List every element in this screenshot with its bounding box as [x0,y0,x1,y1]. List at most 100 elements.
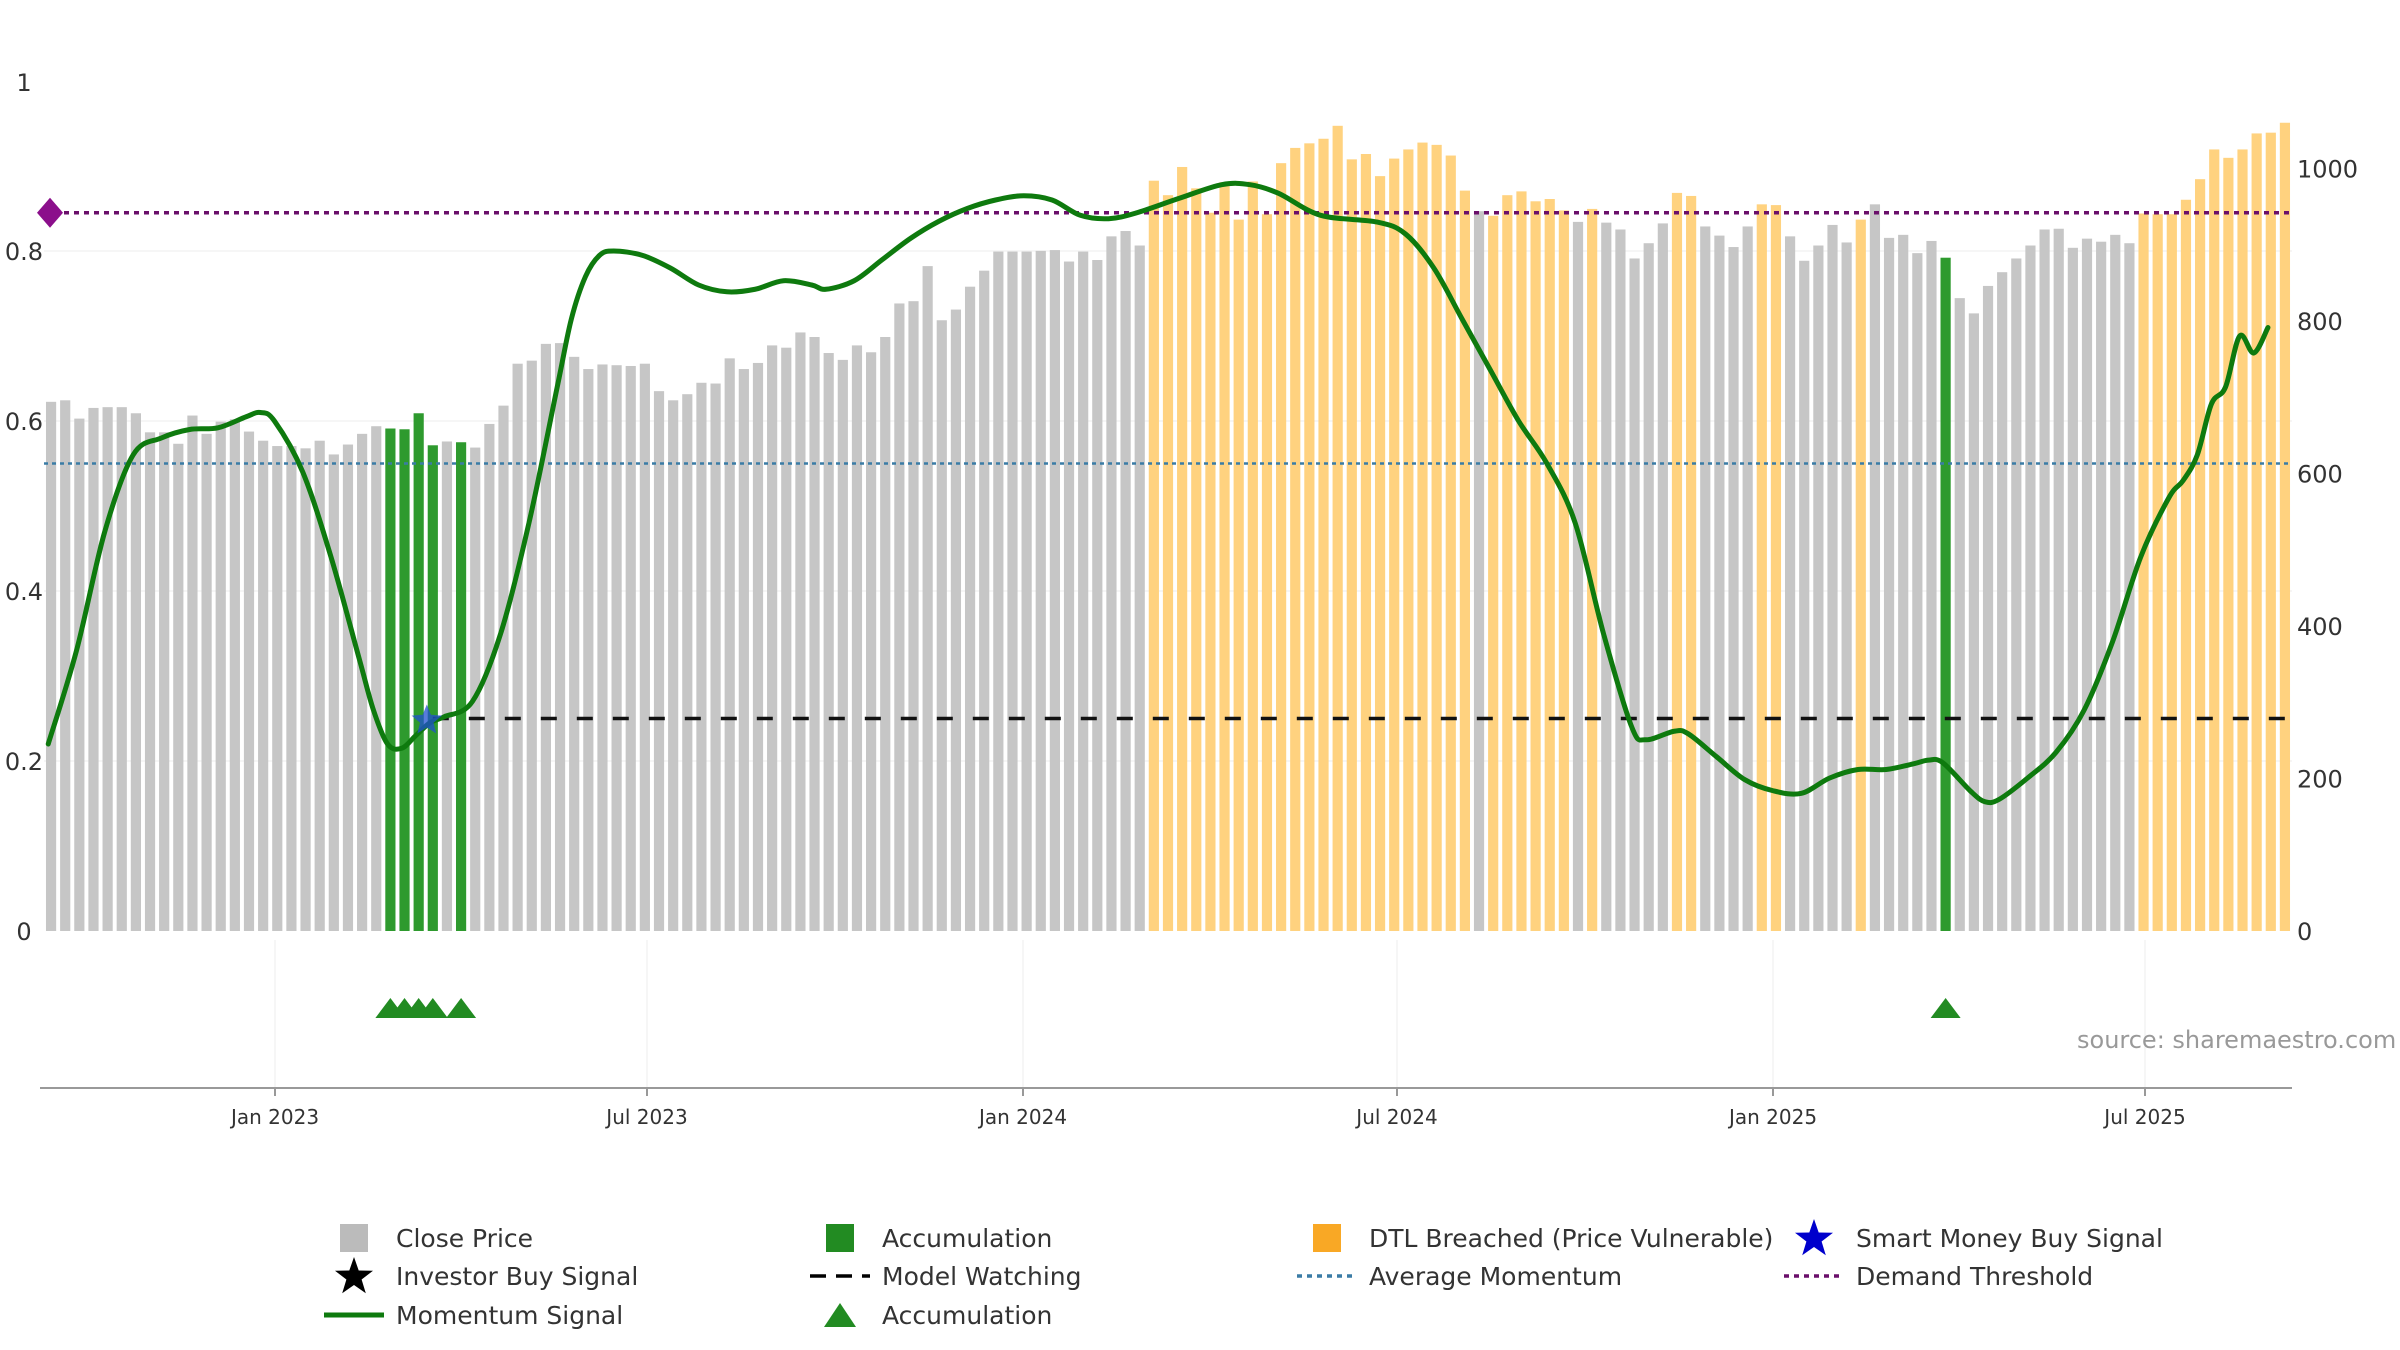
bar-price [866,352,877,931]
bar-price [1912,253,1923,931]
axes-group: 0 0.2 0.4 0.6 0.8 1 0 200 400 600 800 1000 Jan 2023 J… [5,69,2358,1129]
bar-price [1643,243,1654,932]
markers-group [375,704,1961,1018]
bar-price [1742,226,1753,931]
bar-price [1473,211,1485,931]
bar-dtl [1219,182,1230,932]
bar-dtl [1855,219,1866,931]
legend-item: Momentum Signal [324,1301,623,1330]
left-axis-tick-label: 0.6 [5,408,43,436]
bar-price [314,440,325,931]
bar-price [1898,234,1909,931]
bar-dtl [1162,195,1174,931]
bar-price [258,440,269,931]
bar-dtl [1431,144,1442,932]
legend-swatch-square [1313,1224,1341,1252]
bar-price [809,337,820,931]
legend-label: Accumulation [882,1301,1052,1330]
bar-price [1799,260,1810,931]
left-axis-tick-label: 0 [16,918,31,946]
bar-dtl [2265,132,2276,932]
legend-item: Smart Money Buy Signal [1795,1219,2163,1256]
bar-price [173,443,184,931]
bar-price [60,400,71,931]
legend-label: Smart Money Buy Signal [1856,1224,2163,1253]
bar-dtl [1530,201,1541,932]
bar-price [1120,231,1131,931]
demand-threshold-marker [37,197,63,228]
bars-group [45,122,2291,932]
bar-dtl [1304,143,1315,931]
bar-price [1827,224,1838,932]
bar-price [2096,241,2107,931]
bar-dtl [1671,192,1683,931]
bar-price [781,347,792,931]
bar-price [74,418,85,932]
bar-price [1982,285,1994,931]
bar-price [342,444,354,931]
bar-price [668,400,679,931]
bar-price [851,345,863,931]
legend-swatch-star [1795,1219,1833,1256]
legend-label: Investor Buy Signal [396,1262,638,1291]
x-axis-tick-label: Jul 2024 [1354,1105,1437,1129]
bar-accum [427,445,438,931]
bar-price [526,360,537,931]
bar-price [540,343,552,931]
bar-price [2081,238,2093,931]
bar-price [116,407,127,932]
bar-price [837,359,848,931]
bar-price [554,343,566,931]
bar-price [1997,272,2008,931]
bar-price [2025,245,2036,931]
bar-price [1657,223,1668,931]
bar-price [1968,313,1979,931]
bar-price [45,401,57,931]
bar-dtl [2209,149,2220,931]
bar-price [144,432,156,931]
bar-dtl [1587,208,1598,932]
legend-item: Accumulation [826,1224,1052,1253]
bar-price [1049,250,1060,931]
bar-dtl [1770,205,1782,932]
x-axis-tick-label: Jul 2025 [2102,1105,2185,1129]
bar-price [993,251,1004,932]
legend-label: Accumulation [882,1224,1052,1253]
bar-dtl [1191,188,1202,931]
bar-price [696,382,707,931]
bar-price [1063,261,1075,931]
bar-dtl [2138,213,2149,932]
legend-label: Average Momentum [1369,1262,1622,1291]
legend-label: Close Price [396,1224,533,1253]
right-axis-tick-label: 600 [2297,461,2343,489]
bar-price [1629,258,1640,932]
bar-price [215,421,226,931]
bar-dtl [1445,155,1456,932]
bar-dtl [1686,195,1697,931]
bar-dtl [1417,142,1428,931]
x-axis-tick-label: Jan 2023 [229,1105,319,1129]
legend-item: Investor Buy Signal [335,1257,638,1294]
bar-price [286,446,297,931]
bar-price [922,266,933,932]
bar-dtl [2152,214,2163,931]
bar-price [1021,251,1032,932]
bar-dtl [1290,147,1301,932]
legend-label: Model Watching [882,1262,1082,1291]
bar-accum [413,413,424,931]
bar-price [201,433,212,931]
bar-accum [385,428,396,931]
bar-dtl [1318,138,1329,931]
legend-label: DTL Breached (Price Vulnerable) [1369,1224,1773,1253]
left-axis-tick-label: 0.2 [5,748,43,776]
bar-dtl [2180,199,2192,931]
bar-dtl [1360,154,1372,931]
bar-dtl [2166,214,2177,931]
bar-price [1092,260,1103,931]
bar-price [229,419,240,931]
bar-price [908,301,919,931]
x-axis-tick-label: Jan 2025 [1727,1105,1817,1129]
bar-dtl [1389,158,1400,931]
bar-price [187,415,198,931]
